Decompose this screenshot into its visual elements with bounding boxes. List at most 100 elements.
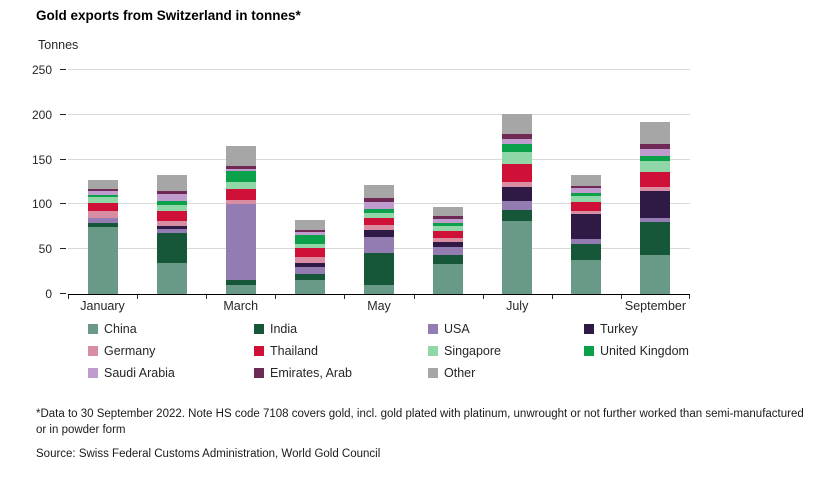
legend-label: Turkey <box>600 322 638 336</box>
bar-segment-united-kingdom <box>640 156 671 162</box>
y-tick-mark <box>60 203 66 205</box>
legend-swatch <box>428 368 438 378</box>
bar-segment-germany <box>156 221 187 226</box>
legend-item-emirates-arab: Emirates, Arab <box>254 366 428 380</box>
bar-segment-emirates-arab <box>640 144 671 149</box>
bar-segment-usa <box>502 200 533 210</box>
gridline <box>68 158 690 160</box>
bar-segment-china <box>571 259 602 294</box>
y-tick-mark <box>60 69 66 70</box>
bar-segment-china <box>364 285 394 294</box>
bar-segment-china <box>502 220 533 294</box>
bar-segment-usa <box>225 203 256 280</box>
bar-segment-turkey <box>294 262 325 268</box>
bar-segment-saudi-arabia <box>364 201 394 209</box>
bar-segment-singapore <box>225 182 256 190</box>
bar-segment-united-kingdom <box>87 194 118 198</box>
legend-label: Other <box>444 366 476 380</box>
x-tick-mark <box>689 295 690 299</box>
legend-item-united-kingdom: United Kingdom <box>584 344 689 358</box>
bar-segment-india <box>87 223 118 227</box>
bar-segment-germany <box>87 210 118 218</box>
footnote: *Data to 30 September 2022. Note HS code… <box>36 408 804 437</box>
bar-segment-emirates-arab <box>502 133 533 140</box>
bar-segment-saudi-arabia <box>571 188 602 193</box>
legend-label: China <box>104 322 137 336</box>
bar-segment-emirates-arab <box>225 165 256 169</box>
bar-column-june <box>433 207 464 294</box>
bar-segment-other <box>571 174 602 186</box>
x-axis-ticks <box>68 295 690 300</box>
bar-segment-other <box>156 174 187 192</box>
legend-label: USA <box>444 322 470 336</box>
y-axis-unit-label: Tonnes <box>38 38 79 52</box>
bar-segment-turkey <box>364 229 394 237</box>
legend-item-other: Other <box>428 366 584 380</box>
gridline <box>68 113 690 115</box>
bar-segment-usa <box>156 228 187 234</box>
legend-swatch <box>584 346 594 356</box>
bar-segment-usa <box>433 247 464 255</box>
legend-label: Saudi Arabia <box>104 366 175 380</box>
y-tick-label: 150 <box>31 152 52 167</box>
bar-column-may <box>364 184 394 294</box>
bar-segment-usa <box>294 267 325 275</box>
bar-segment-thailand <box>571 201 602 211</box>
legend-label: Germany <box>104 344 156 358</box>
y-tick-label: 0 <box>45 287 52 301</box>
bar-segment-thailand <box>433 231 464 239</box>
bar-segment-turkey <box>502 186 533 201</box>
legend-label: Emirates, Arab <box>270 366 352 380</box>
gridline <box>68 69 690 70</box>
x-tick-mark <box>413 295 415 299</box>
bar-column-april <box>294 219 325 294</box>
x-tick-mark <box>206 295 208 299</box>
bar-column-july <box>502 113 533 294</box>
bar-segment-turkey <box>156 225 187 229</box>
bar-segment-thailand <box>640 172 671 187</box>
bar-segment-india <box>433 254 464 264</box>
bar-segment-united-kingdom <box>294 234 325 244</box>
y-tick-mark <box>60 158 66 160</box>
legend-label: Thailand <box>270 344 318 358</box>
bar-segment-emirates-arab <box>364 198 394 202</box>
y-tick-mark <box>60 248 66 250</box>
bar-segment-singapore <box>156 205 187 211</box>
bar-segment-united-kingdom <box>502 144 533 152</box>
bar-segment-emirates-arab <box>156 191 187 194</box>
legend-item-thailand: Thailand <box>254 344 428 358</box>
bar-segment-united-kingdom <box>225 171 256 183</box>
legend-swatch <box>584 324 594 334</box>
bar-segment-united-kingdom <box>364 208 394 213</box>
bar-segment-india <box>571 243 602 260</box>
bar-segment-other <box>502 113 533 134</box>
bar-segment-germany <box>364 225 394 230</box>
bar-segment-saudi-arabia <box>294 232 325 235</box>
bar-segment-saudi-arabia <box>87 191 118 195</box>
bar-segment-thailand <box>364 217 394 226</box>
x-tick-label: September <box>624 299 687 313</box>
legend-item-turkey: Turkey <box>584 322 689 336</box>
x-tick-label: May <box>367 299 391 313</box>
bar-segment-turkey <box>571 214 602 240</box>
bar-segment-saudi-arabia <box>225 168 256 172</box>
x-tick-mark <box>344 295 346 299</box>
bar-segment-india <box>156 233 187 263</box>
legend-swatch <box>254 324 264 334</box>
bar-segment-china <box>294 279 325 294</box>
bar-segment-emirates-arab <box>571 185 602 189</box>
bar-segment-united-kingdom <box>156 200 187 206</box>
bar-column-january <box>87 180 118 294</box>
y-tick-mark <box>60 113 66 115</box>
x-tick-mark <box>137 295 139 299</box>
bar-segment-thailand <box>294 248 325 258</box>
y-axis: 0 50 100 150 200 250 <box>0 63 66 301</box>
bar-segment-thailand <box>87 202 118 211</box>
bar-segment-singapore <box>87 197 118 203</box>
source-line: Source: Swiss Federal Customs Administra… <box>36 448 381 460</box>
bar-segment-united-kingdom <box>433 223 464 226</box>
x-tick-mark <box>620 295 622 299</box>
x-axis-labels: January March May July September <box>68 299 690 315</box>
bar-segment-china <box>87 226 118 294</box>
bar-segment-other <box>294 219 325 230</box>
